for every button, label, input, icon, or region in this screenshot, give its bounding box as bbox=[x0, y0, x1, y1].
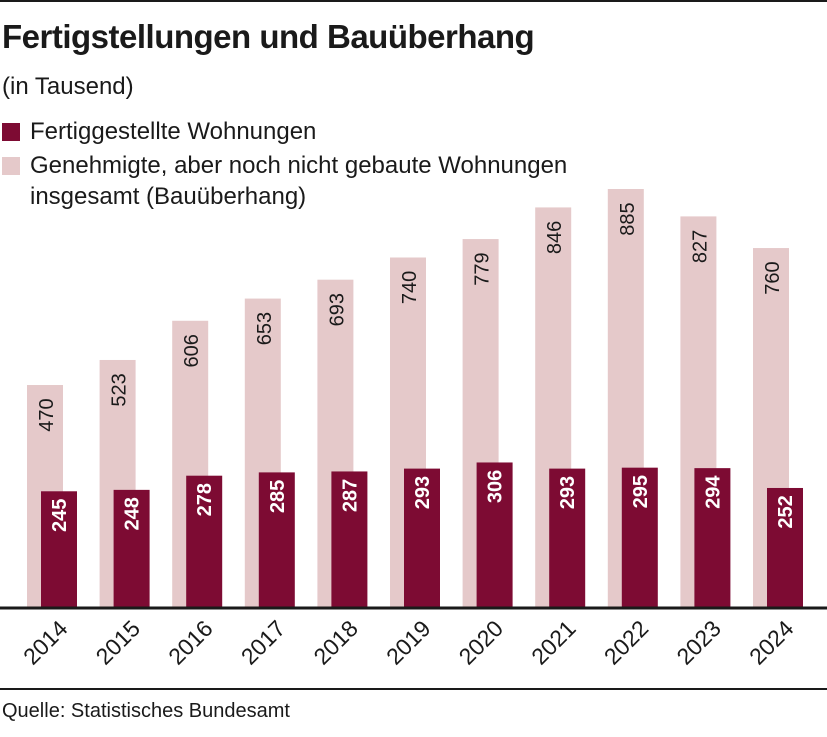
data-label-backlog-2016: 606 bbox=[181, 334, 203, 367]
x-tick-label-2019: 2019 bbox=[381, 615, 436, 670]
data-label-backlog-2023: 827 bbox=[689, 230, 711, 263]
data-label-backlog-2021: 846 bbox=[544, 221, 566, 254]
data-label-completed-2022: 295 bbox=[630, 475, 652, 508]
bar-completed-2019 bbox=[404, 468, 440, 607]
data-label-backlog-2014: 470 bbox=[36, 398, 58, 431]
bar-completed-2020 bbox=[476, 462, 513, 607]
x-tick-label-2014: 2014 bbox=[18, 615, 73, 670]
data-label-completed-2019: 293 bbox=[412, 476, 434, 509]
data-label-completed-2014: 245 bbox=[49, 499, 71, 532]
legend-item-backlog: Genehmigte, aber noch nicht gebaute Wohn… bbox=[2, 150, 670, 212]
bar-completed-2021 bbox=[549, 468, 586, 607]
data-label-completed-2015: 248 bbox=[122, 497, 144, 530]
bar-completed-2016 bbox=[186, 475, 223, 607]
data-label-backlog-2015: 523 bbox=[109, 373, 131, 406]
x-tick-label-2018: 2018 bbox=[308, 615, 363, 670]
x-tick-label-2015: 2015 bbox=[91, 615, 146, 670]
data-label-backlog-2022: 885 bbox=[617, 202, 639, 235]
legend-label-backlog: Genehmigte, aber noch nicht gebaute Wohn… bbox=[30, 152, 568, 210]
x-tick-label-2021: 2021 bbox=[526, 615, 581, 670]
data-label-completed-2020: 306 bbox=[485, 470, 507, 503]
x-tick-label-2020: 2020 bbox=[454, 615, 509, 670]
legend-swatch-completed bbox=[2, 123, 20, 141]
x-tick-label-2022: 2022 bbox=[599, 615, 654, 670]
bar-completed-2022 bbox=[621, 467, 658, 607]
bar-completed-2018 bbox=[331, 471, 368, 607]
chart-subtitle: (in Tausend) bbox=[2, 73, 134, 100]
data-label-completed-2023: 294 bbox=[702, 475, 724, 509]
data-label-backlog-2017: 653 bbox=[254, 312, 276, 345]
source-note: Quelle: Statistisches Bundesamt bbox=[2, 700, 290, 722]
data-label-completed-2021: 293 bbox=[557, 476, 579, 509]
data-label-backlog-2024: 760 bbox=[762, 261, 784, 294]
chart-title: Fertigstellungen und Bauüberhang bbox=[2, 18, 535, 55]
data-label-completed-2018: 287 bbox=[339, 479, 361, 512]
x-tick-label-2023: 2023 bbox=[671, 615, 726, 670]
bar-completed-2014 bbox=[41, 491, 77, 607]
x-tick-label-2024: 2024 bbox=[744, 615, 799, 670]
data-label-completed-2016: 278 bbox=[194, 483, 216, 516]
bar-completed-2024 bbox=[767, 487, 803, 607]
legend-item-completed: Fertiggestellte Wohnungen bbox=[2, 116, 670, 147]
data-label-backlog-2018: 693 bbox=[326, 293, 348, 326]
x-tick-label-2017: 2017 bbox=[236, 615, 291, 670]
data-label-backlog-2020: 779 bbox=[472, 252, 494, 285]
bar-completed-2017 bbox=[258, 472, 295, 607]
data-label-completed-2024: 252 bbox=[775, 495, 797, 528]
bar-completed-2023 bbox=[694, 468, 731, 607]
bottom-rule bbox=[0, 688, 827, 690]
x-tick-label-2016: 2016 bbox=[163, 615, 218, 670]
legend-swatch-backlog bbox=[2, 157, 20, 175]
bar-completed-2015 bbox=[113, 489, 150, 607]
data-label-completed-2017: 285 bbox=[267, 480, 289, 513]
top-rule bbox=[0, 0, 827, 2]
legend-label-completed: Fertiggestellte Wohnungen bbox=[30, 118, 317, 145]
data-label-backlog-2019: 740 bbox=[399, 271, 421, 304]
